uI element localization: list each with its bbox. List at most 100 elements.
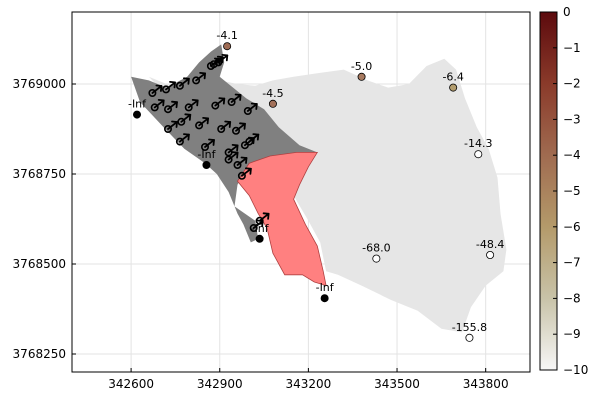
dark-region bbox=[131, 44, 318, 243]
flow-arrow bbox=[161, 81, 176, 94]
arrow-head bbox=[252, 133, 260, 141]
arrows bbox=[148, 54, 270, 233]
arrow-head bbox=[244, 167, 252, 175]
arrow-head bbox=[239, 122, 246, 130]
data-label: -155.8 bbox=[452, 321, 487, 334]
flow-arrow bbox=[224, 151, 239, 164]
arrow-shaft bbox=[180, 113, 192, 123]
flow-arrow bbox=[184, 99, 199, 112]
arrow-origin bbox=[249, 223, 258, 233]
data-point bbox=[133, 110, 142, 119]
arrow-origin bbox=[224, 155, 233, 164]
arrow-head bbox=[218, 97, 226, 105]
data-point bbox=[255, 234, 264, 243]
flow-arrow bbox=[237, 167, 252, 180]
flow-arrow bbox=[249, 219, 264, 233]
data-label: -Inf bbox=[251, 222, 270, 235]
arrow-shaft bbox=[258, 212, 270, 222]
arrow-head bbox=[208, 138, 215, 146]
arrow-origin bbox=[240, 141, 249, 150]
arrow-shaft bbox=[240, 167, 252, 177]
arrow-origin bbox=[161, 85, 171, 94]
data-label: -68.0 bbox=[362, 242, 390, 255]
arrow-shaft bbox=[252, 220, 264, 229]
colorbar-tick-label: −3 bbox=[563, 112, 581, 126]
arrow-shaft bbox=[227, 144, 239, 154]
colorbar-tick-label: −10 bbox=[563, 363, 588, 377]
arrow-head bbox=[202, 117, 210, 125]
flow-arrow bbox=[175, 77, 190, 90]
arrow-origin bbox=[195, 121, 204, 130]
arrow-origin bbox=[227, 97, 236, 107]
arrow-head bbox=[191, 99, 199, 107]
arrow-head bbox=[224, 120, 232, 128]
arrow-shaft bbox=[214, 97, 226, 107]
arrow-head bbox=[240, 156, 248, 164]
arrow-head bbox=[216, 55, 224, 64]
y-tick-label: 3768750 bbox=[13, 167, 66, 181]
arrow-shaft bbox=[246, 103, 258, 112]
flow-arrow bbox=[163, 120, 178, 134]
data-label: -6.4 bbox=[442, 71, 463, 84]
data-label: -14.3 bbox=[464, 137, 492, 150]
arrow-origin bbox=[148, 88, 157, 98]
plot-frame bbox=[71, 11, 531, 373]
arrow-head bbox=[182, 133, 190, 141]
colorbar-tick-label: −6 bbox=[563, 220, 581, 234]
flow-arrow bbox=[200, 138, 215, 152]
arrow-origin bbox=[192, 76, 201, 85]
data-label: -4.1 bbox=[216, 29, 237, 42]
arrow-origin bbox=[184, 103, 193, 112]
arrow-shaft bbox=[187, 99, 199, 109]
arrow-head bbox=[184, 113, 192, 121]
arrow-origin bbox=[209, 60, 218, 69]
flow-arrow bbox=[163, 100, 178, 114]
arrow-shaft bbox=[235, 122, 246, 132]
arrow-head bbox=[256, 219, 264, 227]
arrow-head bbox=[157, 99, 165, 107]
flow-arrow bbox=[211, 97, 226, 110]
colorbar-tick-label: −2 bbox=[563, 77, 581, 91]
arrow-head bbox=[221, 54, 229, 62]
arrow-shaft bbox=[227, 151, 239, 161]
arrow-shaft bbox=[153, 99, 165, 109]
regions bbox=[131, 44, 507, 333]
colorbar-tick-label: −4 bbox=[563, 148, 581, 162]
arrow-shaft bbox=[167, 121, 178, 130]
flow-arrow bbox=[231, 122, 246, 135]
arrow-origin bbox=[217, 124, 226, 134]
flow-arrow bbox=[243, 102, 258, 116]
flow-arrow bbox=[195, 117, 210, 130]
arrow-shaft bbox=[151, 85, 163, 94]
arrow-origin bbox=[175, 81, 184, 90]
colorbar-tick-label: −1 bbox=[563, 41, 581, 55]
x-tick-label: 343200 bbox=[285, 377, 331, 391]
flow-arrow bbox=[240, 136, 255, 150]
arrow-origin bbox=[211, 101, 220, 110]
data-label: -Inf bbox=[128, 98, 147, 111]
colorbar-tick-label: −5 bbox=[563, 184, 581, 198]
x-tick-label: 343500 bbox=[374, 377, 420, 391]
arrow-origin bbox=[200, 142, 210, 152]
arrow-head bbox=[169, 81, 176, 89]
arrow-origin bbox=[163, 124, 173, 134]
arrow-origin bbox=[243, 106, 252, 116]
arrow-head bbox=[171, 120, 178, 128]
y-axis: 3768250 3768500 3768750 3769000 bbox=[13, 77, 76, 361]
arrow-shaft bbox=[220, 121, 232, 130]
flow-arrow bbox=[150, 99, 165, 112]
arrow-shaft bbox=[236, 157, 248, 166]
data-point bbox=[474, 150, 483, 159]
data-point bbox=[486, 250, 495, 259]
data-point bbox=[268, 99, 277, 108]
red-region bbox=[237, 151, 327, 287]
colorbar-tick-label: 0 bbox=[563, 5, 571, 19]
data-point bbox=[372, 254, 381, 263]
y-tick-label: 3768250 bbox=[13, 347, 66, 361]
colorbar-gradient bbox=[540, 12, 557, 370]
y-tick-label: 3768500 bbox=[13, 257, 66, 271]
data-point bbox=[465, 333, 474, 342]
arrow-shaft bbox=[198, 117, 210, 127]
arrow-head bbox=[155, 84, 163, 92]
